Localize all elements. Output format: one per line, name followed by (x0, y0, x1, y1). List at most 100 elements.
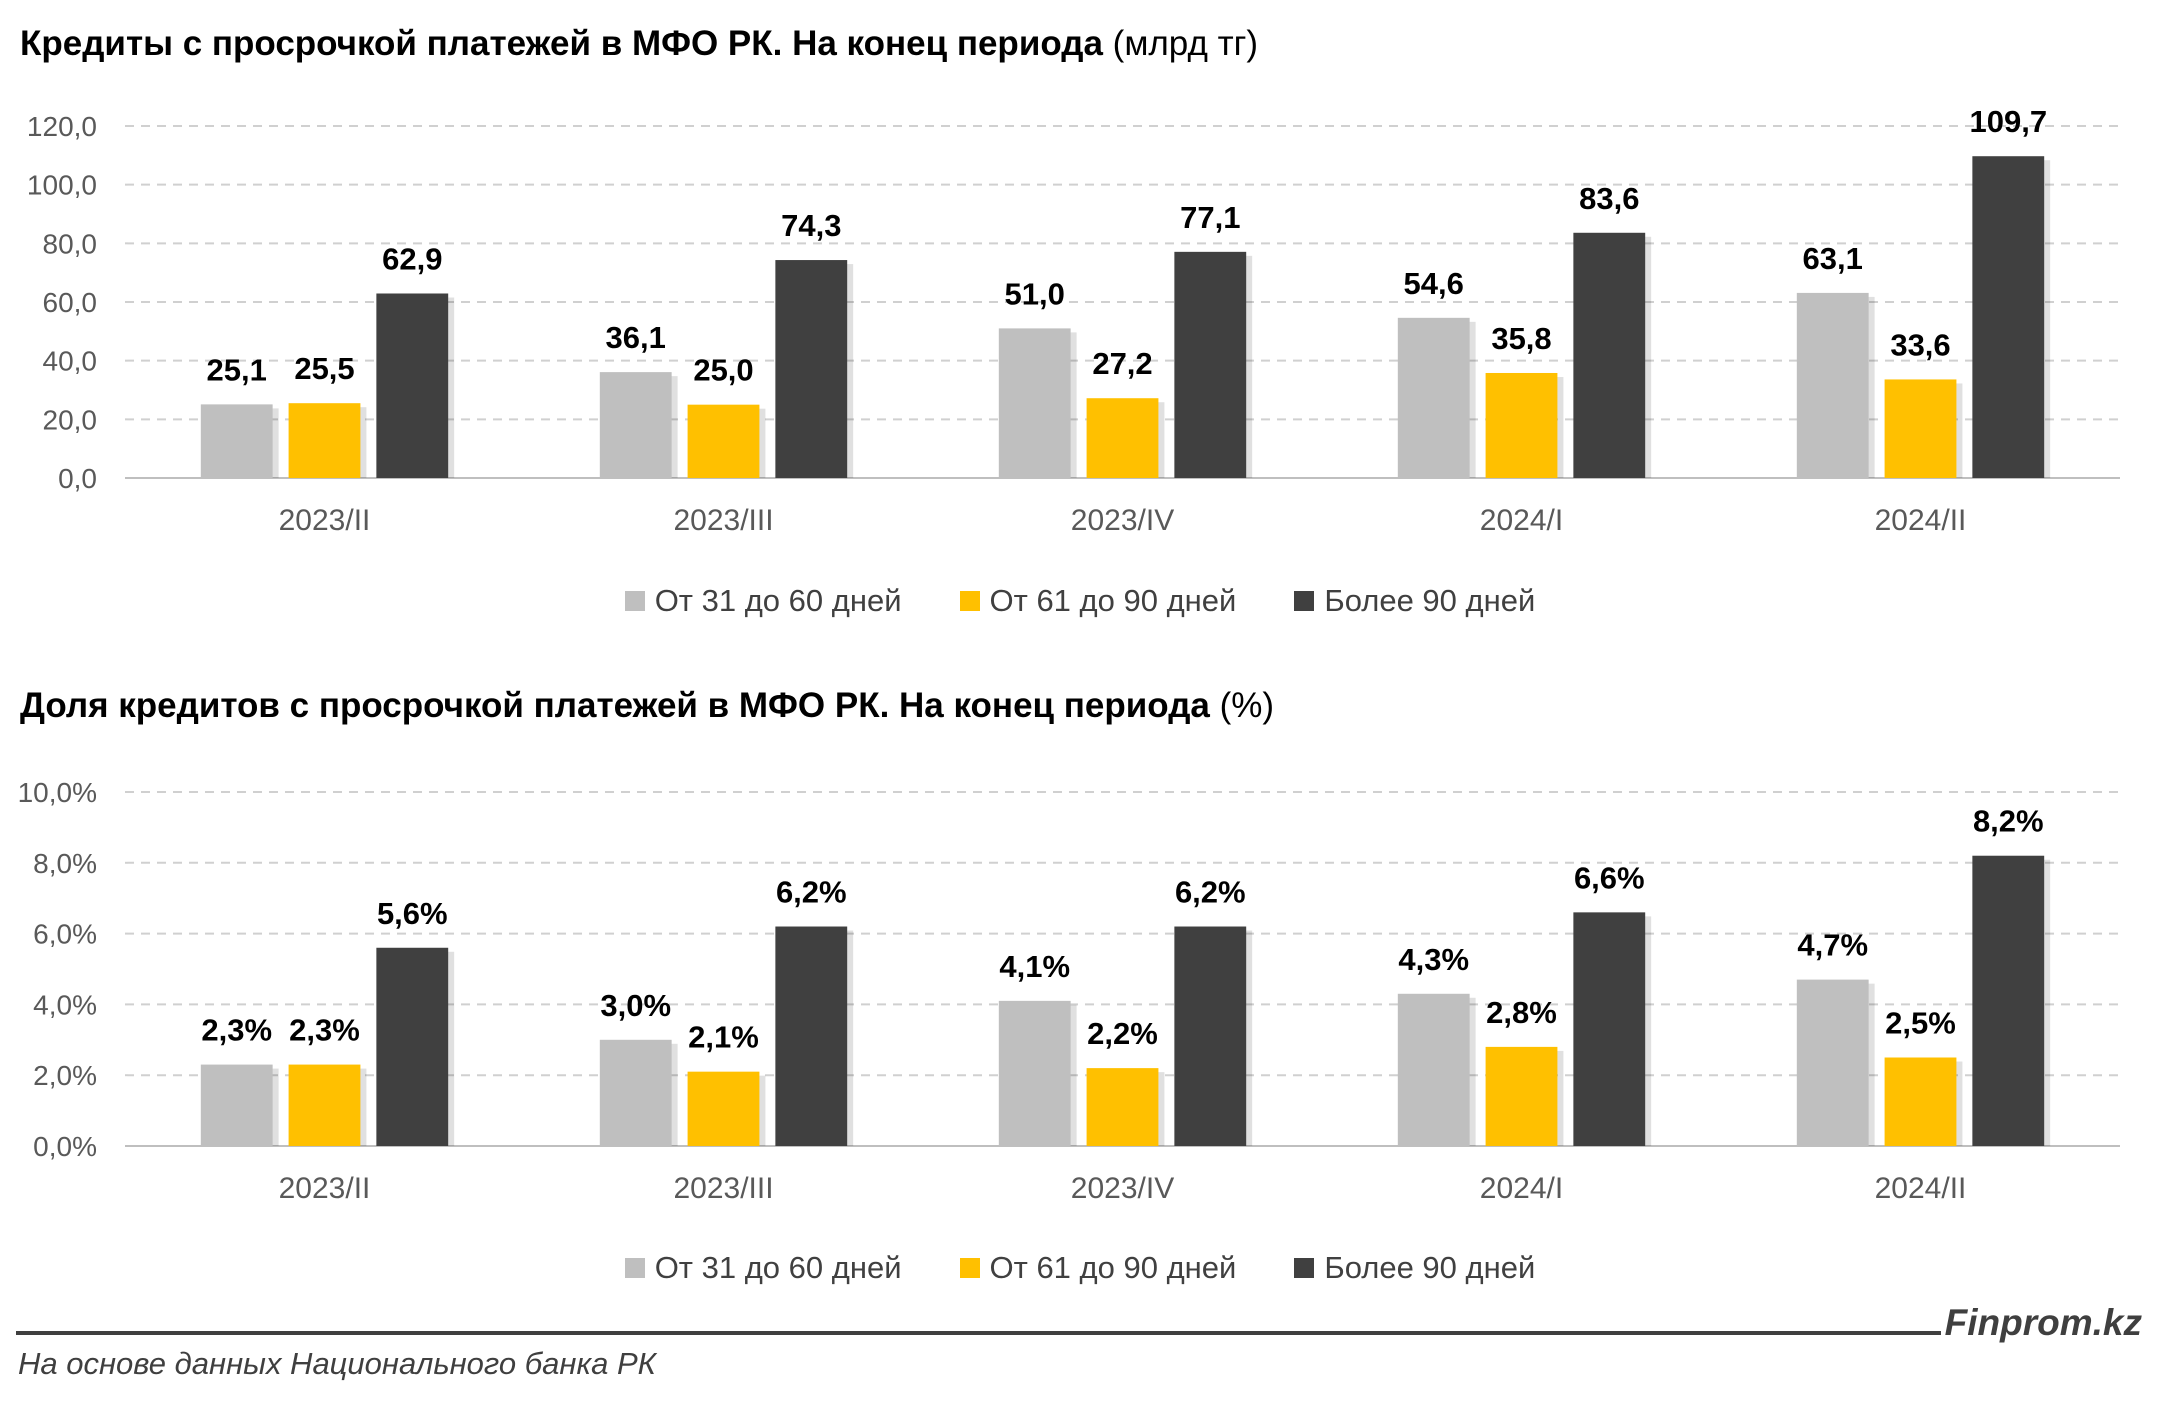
y-tick-label: 80,0 (43, 228, 98, 259)
share-bar-chart: 0,0% 2,0% 4,0% 6,0% 8,0% 10,0% 2023/II 2,3% 2,3%… (18, 777, 2120, 1205)
bar (1485, 1046, 1558, 1146)
data-label: 8,2% (1973, 804, 2044, 839)
x-category-label: 2023/II (279, 1172, 371, 1205)
bar (1086, 1068, 1159, 1146)
legend-item: Более 90 дней (1294, 1250, 1535, 1286)
data-label: 2,5% (1885, 1006, 1956, 1041)
y-tick-label: 100,0 (27, 170, 97, 201)
data-label: 5,6% (377, 896, 448, 931)
y-tick-label: 120,0 (27, 111, 97, 142)
x-category-label: 2024/I (1480, 1172, 1563, 1205)
legend-swatch (959, 591, 980, 611)
loans-bar-chart: 0,0 20,0 40,0 60,0 80,0 100,0 120,0 2023/II 25,1… (27, 104, 2120, 537)
bar (200, 1064, 273, 1146)
legend-label: От 61 до 90 дней (989, 583, 1237, 618)
data-label: 33,6 (1890, 327, 1950, 362)
legend-item: Более 90 дней (1294, 583, 1535, 619)
bar (1972, 855, 2045, 1146)
x-category-label: 2023/III (673, 504, 773, 537)
data-label: 2,2% (1087, 1016, 1158, 1051)
legend-swatch (624, 591, 645, 611)
y-tick-label: 10,0% (18, 777, 97, 808)
data-label: 109,7 (1969, 104, 2047, 139)
bar (1086, 398, 1159, 478)
data-label: 51,0 (1005, 276, 1065, 311)
y-tick-label: 8,0% (33, 848, 97, 879)
bar (775, 926, 848, 1146)
bar (599, 372, 672, 478)
x-category-label: 2024/II (1875, 504, 1967, 537)
y-tick-label: 60,0 (43, 287, 98, 318)
chart-title-unit: (%) (1219, 686, 1275, 725)
x-category-label: 2024/I (1480, 504, 1563, 537)
footer-divider (16, 1331, 1941, 1335)
data-label: 4,7% (1797, 928, 1868, 963)
data-label: 63,1 (1803, 241, 1863, 276)
bar (1174, 251, 1247, 478)
bar (1884, 1057, 1957, 1146)
brand-logo-text: Finprom.kz (1944, 1302, 2142, 1343)
data-label: 2,8% (1486, 995, 1557, 1030)
x-category-label: 2024/II (1875, 1172, 1967, 1205)
bar (1972, 156, 2045, 479)
legend-swatch (959, 1258, 980, 1278)
data-label: 6,2% (776, 875, 847, 910)
data-label: 27,2 (1092, 346, 1152, 381)
legend-item: От 31 до 60 дней (624, 1250, 902, 1286)
legend-swatch (1294, 1258, 1315, 1278)
chart-title-main: Доля кредитов с просрочкой платежей в МФ… (20, 686, 1210, 725)
x-category-label: 2023/II (279, 504, 371, 537)
bar (1485, 372, 1558, 478)
legend-label: Более 90 дней (1324, 583, 1536, 618)
bar (687, 1071, 760, 1146)
data-label: 54,6 (1404, 266, 1464, 301)
data-label: 25,0 (693, 353, 753, 388)
legend-label: От 31 до 60 дней (654, 1250, 902, 1285)
chart-title-share: Доля кредитов с просрочкой платежей в МФ… (20, 686, 1274, 726)
y-tick-label: 6,0% (33, 919, 97, 950)
bar (1397, 993, 1470, 1146)
bar (775, 260, 848, 478)
y-tick-label: 40,0 (43, 346, 98, 377)
chart-title-main: Кредиты с просрочкой платежей в МФО РК. … (20, 24, 1103, 63)
bar (1884, 379, 1957, 478)
bar (1174, 926, 1247, 1146)
legend-share: От 31 до 60 дней От 61 до 90 дней Более 90… (0, 1250, 2160, 1286)
bar (1796, 292, 1869, 478)
data-label: 35,8 (1491, 321, 1551, 356)
data-label: 2,3% (201, 1013, 272, 1048)
legend-swatch (1294, 591, 1315, 611)
bar (376, 947, 449, 1146)
data-label: 2,3% (289, 1013, 360, 1048)
data-label: 83,6 (1579, 181, 1639, 216)
data-label: 77,1 (1180, 200, 1240, 235)
bar (1796, 979, 1869, 1146)
bar (288, 403, 361, 478)
data-label: 6,2% (1175, 875, 1246, 910)
data-label: 2,1% (688, 1020, 759, 1055)
x-category-label: 2023/IV (1071, 1172, 1174, 1205)
bar (687, 404, 760, 478)
bar (376, 293, 449, 478)
x-category-label: 2023/III (673, 1172, 773, 1205)
data-label: 6,6% (1574, 860, 1645, 895)
legend-loans: От 31 до 60 дней От 61 до 90 дней Более 90… (0, 583, 2160, 619)
bar (288, 1064, 361, 1146)
chart-title-loans: Кредиты с просрочкой платежей в МФО РК. … (20, 24, 1258, 64)
bar (599, 1039, 672, 1146)
legend-label: От 61 до 90 дней (989, 1250, 1237, 1285)
legend-item: От 61 до 90 дней (959, 1250, 1237, 1286)
y-tick-label: 2,0% (33, 1060, 97, 1091)
legend-item: От 61 до 90 дней (959, 583, 1237, 619)
y-tick-label: 0,0% (33, 1131, 97, 1162)
chart-title-unit: (млрд тг) (1112, 24, 1259, 63)
legend-label: От 31 до 60 дней (654, 583, 902, 618)
bar (998, 328, 1071, 478)
data-label: 3,0% (600, 988, 671, 1023)
legend-item: От 31 до 60 дней (624, 583, 902, 619)
bar (1397, 317, 1470, 478)
legend-swatch (624, 1258, 645, 1278)
bar (1573, 232, 1646, 478)
data-label: 4,1% (999, 949, 1070, 984)
data-label: 25,1 (207, 352, 267, 387)
